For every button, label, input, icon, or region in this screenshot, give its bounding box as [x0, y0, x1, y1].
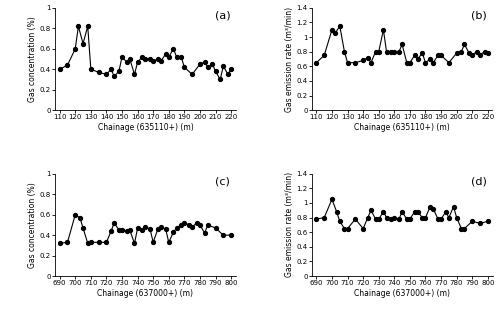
X-axis label: Chainage (637000+) (m): Chainage (637000+) (m)	[354, 289, 450, 298]
X-axis label: Chainage (637000+) (m): Chainage (637000+) (m)	[98, 289, 194, 298]
Text: (a): (a)	[214, 11, 230, 21]
Text: (c): (c)	[216, 177, 230, 187]
Y-axis label: Gas emission rate (m³/min): Gas emission rate (m³/min)	[284, 172, 294, 277]
Text: (d): (d)	[471, 177, 487, 187]
Text: (b): (b)	[472, 11, 487, 21]
X-axis label: Chainage (635110+) (m): Chainage (635110+) (m)	[354, 123, 450, 132]
Y-axis label: Gas concentration (%): Gas concentration (%)	[28, 182, 37, 268]
Y-axis label: Gas emission rate (m³/min): Gas emission rate (m³/min)	[284, 7, 294, 112]
X-axis label: Chainage (635110+) (m): Chainage (635110+) (m)	[98, 123, 194, 132]
Y-axis label: Gas concentration (%): Gas concentration (%)	[28, 16, 37, 102]
